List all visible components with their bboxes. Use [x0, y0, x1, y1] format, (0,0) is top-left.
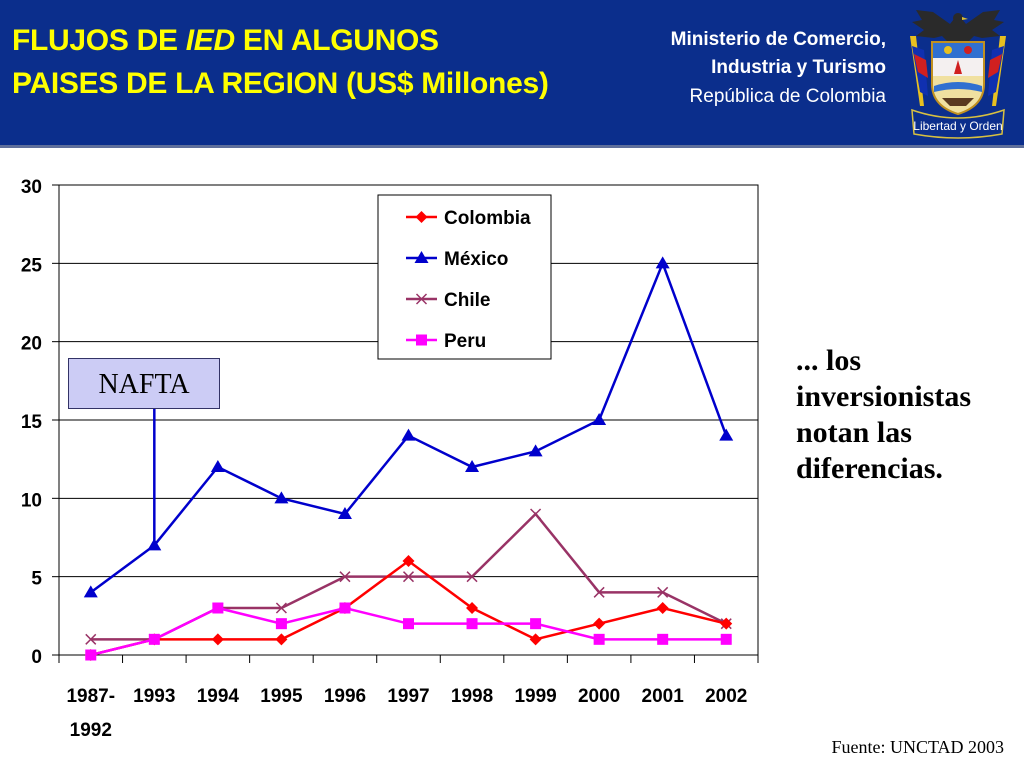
data-point	[530, 508, 542, 520]
data-point	[414, 251, 429, 263]
x-tick-label: 1993	[133, 686, 175, 707]
data-point	[720, 617, 733, 630]
y-tick-label: 0	[31, 647, 42, 668]
data-point	[402, 555, 415, 567]
data-point	[403, 618, 414, 630]
ministry-name-line-1: Ministerio de Comercio,	[670, 29, 886, 50]
data-point	[415, 293, 428, 305]
nafta-annotation: NAFTA	[68, 358, 220, 409]
data-point	[415, 211, 428, 223]
ministry-name-line-2: Industria y Turismo	[711, 57, 886, 78]
data-point	[593, 617, 606, 630]
series-line	[90, 559, 727, 657]
x-tick-label: 2002	[705, 686, 747, 707]
title-text-part1: FLUJOS DE	[12, 24, 186, 57]
legend-label: Chile	[444, 290, 490, 311]
legend-item: México	[406, 249, 508, 270]
header-banner: FLUJOS DE IED EN ALGUNOS PAISES DE LA RE…	[0, 0, 1024, 145]
side-commentary: ... los inversionistas notan las diferen…	[796, 344, 972, 485]
data-point	[401, 428, 416, 441]
x-tick-label: 1995	[260, 686, 303, 707]
legend-box	[377, 194, 552, 360]
data-point	[85, 649, 97, 661]
y-tick-label: 20	[21, 334, 42, 355]
x-tick-label: 2001	[642, 686, 685, 707]
source-citation: Fuente: UNCTAD 2003	[831, 737, 1004, 757]
y-tick-label: 15	[21, 412, 43, 433]
data-point	[83, 585, 98, 598]
x-tick-label: 1999	[514, 686, 556, 707]
x-tick-label: 1994	[197, 686, 240, 707]
title-text-italic: IED	[185, 24, 235, 57]
data-point	[337, 507, 352, 519]
legend-item: Peru	[406, 331, 486, 352]
legend-item: Colombia	[406, 208, 531, 229]
x-tick-label: 1992	[70, 720, 112, 741]
data-point	[719, 428, 734, 441]
x-tick-label: 1998	[451, 686, 493, 707]
motto-text: Libertad y Orden	[913, 119, 1002, 133]
data-point	[148, 633, 160, 645]
y-axis-ticks: 0 5 10 15 20 25 30	[21, 177, 59, 668]
legend-label: Peru	[444, 331, 486, 352]
coat-of-arms-logo: Libertad y Orden	[910, 10, 1006, 139]
data-point	[275, 602, 287, 614]
chart-legend: Colombia México Chile Peru	[377, 194, 552, 360]
data-point	[655, 256, 670, 269]
x-tick-label: 1987-	[66, 686, 115, 707]
data-point	[720, 633, 732, 645]
y-tick-label: 5	[31, 569, 42, 590]
y-tick-label: 10	[21, 490, 42, 511]
data-point	[402, 571, 415, 583]
data-point	[147, 538, 162, 551]
x-axis-ticks: 1987- 1992 1993 1994 1995 1996 1997 1998 1999 200…	[58, 655, 759, 741]
y-tick-label: 30	[21, 177, 42, 198]
x-tick-label: 1997	[387, 686, 429, 707]
legend-label: Colombia	[444, 208, 531, 229]
data-point	[466, 571, 478, 583]
x-tick-label: 1996	[324, 686, 366, 707]
data-point	[339, 571, 351, 583]
data-point	[593, 586, 605, 598]
y-tick-label: 25	[21, 255, 43, 276]
legend-item: Chile	[406, 290, 490, 311]
data-point	[466, 618, 478, 630]
title-text-part2: EN ALGUNOS	[234, 24, 439, 57]
data-point	[416, 334, 427, 346]
data-point	[212, 602, 224, 614]
series-mexico	[83, 256, 734, 598]
data-point	[274, 491, 289, 504]
series-layer	[83, 256, 734, 661]
data-point	[339, 602, 351, 614]
series-peru	[85, 602, 732, 661]
x-tick-label: 2000	[578, 686, 620, 707]
data-point	[592, 413, 607, 425]
data-point	[530, 618, 542, 630]
data-point	[593, 633, 605, 645]
slide-title-line-2: PAISES DE LA REGION (US$ Millones)	[12, 67, 549, 100]
data-point	[275, 618, 287, 630]
data-point	[656, 602, 669, 614]
series-colombia	[84, 555, 733, 661]
country-name: República de Colombia	[689, 86, 886, 107]
data-point	[528, 444, 543, 457]
data-point	[211, 633, 224, 646]
data-point	[657, 633, 669, 645]
data-point	[85, 633, 97, 645]
data-point	[657, 586, 669, 598]
data-point	[210, 460, 225, 472]
legend-label: México	[444, 249, 508, 270]
header-bottom-border	[0, 145, 1024, 148]
slide-title-line-1: FLUJOS DE IED EN ALGUNOS	[12, 24, 439, 58]
data-point	[529, 633, 542, 646]
data-point	[466, 602, 479, 614]
data-point	[275, 633, 288, 646]
data-point	[465, 460, 480, 472]
